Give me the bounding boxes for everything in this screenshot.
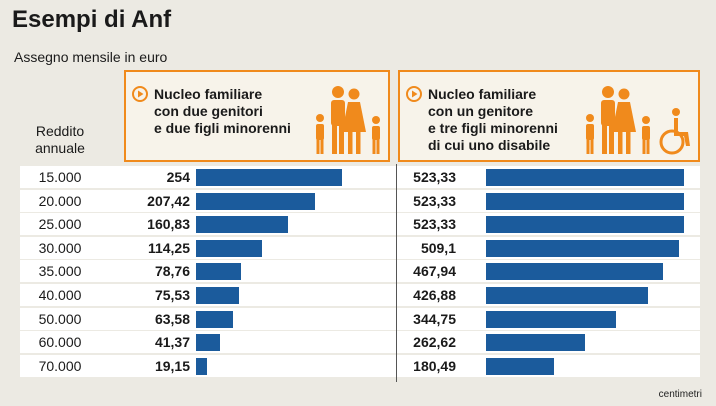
table-row: 20.000 207,42 523,33 (20, 189, 700, 212)
table-row: 50.000 63,58 344,75 (20, 307, 700, 330)
table-row: 40.000 75,53 426,88 (20, 284, 700, 306)
bar-series-1 (196, 357, 207, 375)
legend-series-1: Nucleo familiare con due genitori e due … (124, 70, 390, 162)
data-label-series-1: 75,53 (154, 287, 190, 303)
play-icon (132, 86, 148, 102)
data-label-series-1: 114,25 (147, 239, 190, 256)
data-label-series-1: 78,76 (154, 263, 190, 280)
chart-subtitle: Assegno mensile in euro (14, 49, 168, 65)
data-label-series-1: 160,83 (147, 216, 190, 233)
category-label: 30.000 (38, 239, 82, 256)
bar-series-2 (486, 169, 684, 186)
series-divider (396, 164, 397, 382)
bar-series-1 (196, 216, 289, 234)
bar-series-1 (196, 169, 342, 186)
category-label: 35.000 (38, 263, 82, 280)
legend-series-2: Nucleo familiare con un genitore e tre f… (398, 70, 700, 162)
data-label-series-2: 426,88 (413, 287, 456, 303)
data-label-series-1: 41,37 (154, 334, 190, 351)
bar-series-1 (196, 263, 242, 281)
category-label: 15.000 (38, 169, 82, 185)
data-label-series-2: 180,49 (413, 357, 456, 374)
bar-series-2 (486, 310, 617, 328)
data-label-series-1: 207,42 (147, 192, 190, 209)
data-label-series-2: 523,33 (413, 216, 456, 233)
bar-series-1 (196, 239, 262, 257)
legend-series-2-label: Nucleo familiare con un genitore e tre f… (428, 86, 558, 153)
row-background (20, 354, 700, 377)
category-label: 60.000 (38, 334, 82, 351)
data-label-series-2: 523,33 (413, 169, 456, 185)
category-label: 25.000 (38, 216, 82, 233)
bar-series-2 (486, 287, 648, 304)
bar-series-2 (486, 263, 664, 281)
category-label: 70.000 (38, 357, 82, 374)
chart-title: Esempi di Anf (12, 6, 172, 33)
bar-series-2 (486, 357, 555, 375)
legend-series-1-label: Nucleo familiare con due genitori e due … (154, 86, 291, 136)
data-label-series-1: 254 (166, 169, 190, 185)
data-label-series-2: 467,94 (413, 263, 456, 280)
bar-series-1 (196, 334, 220, 352)
data-label-series-2: 509,1 (420, 239, 456, 256)
table-row: 60.000 41,37 262,62 (20, 331, 700, 354)
bar-series-2 (486, 216, 684, 234)
data-label-series-1: 63,58 (154, 310, 190, 327)
row-header: Reddito annuale (35, 123, 85, 156)
category-label: 50.000 (38, 310, 82, 327)
data-label-series-2: 344,75 (413, 310, 456, 327)
data-label-series-1: 19,15 (154, 357, 190, 374)
family-one-parent-three-children-wheelchair-icon (586, 86, 690, 155)
table-row: 15.000 254 523,33 (20, 166, 700, 188)
source-credit: centimetri (658, 389, 702, 400)
bar-series-1 (196, 287, 240, 304)
bar-series-2 (486, 239, 679, 257)
category-label: 40.000 (38, 287, 82, 303)
family-two-parents-two-children-icon (316, 86, 380, 154)
bar-series-1 (196, 310, 233, 328)
data-label-series-2: 262,62 (413, 334, 456, 351)
bar-series-2 (486, 334, 586, 352)
table-row: 30.000 114,25 509,1 (20, 236, 700, 259)
table-row: 70.000 19,15 180,49 (20, 354, 700, 377)
play-icon (406, 86, 422, 102)
bar-series-1 (196, 192, 316, 210)
row-background (20, 331, 700, 354)
data-label-series-2: 523,33 (413, 192, 456, 209)
table-row: 35.000 78,76 467,94 (20, 260, 700, 283)
table-row: 25.000 160,83 523,33 (20, 213, 700, 236)
category-label: 20.000 (38, 192, 82, 209)
bar-series-2 (486, 192, 684, 210)
